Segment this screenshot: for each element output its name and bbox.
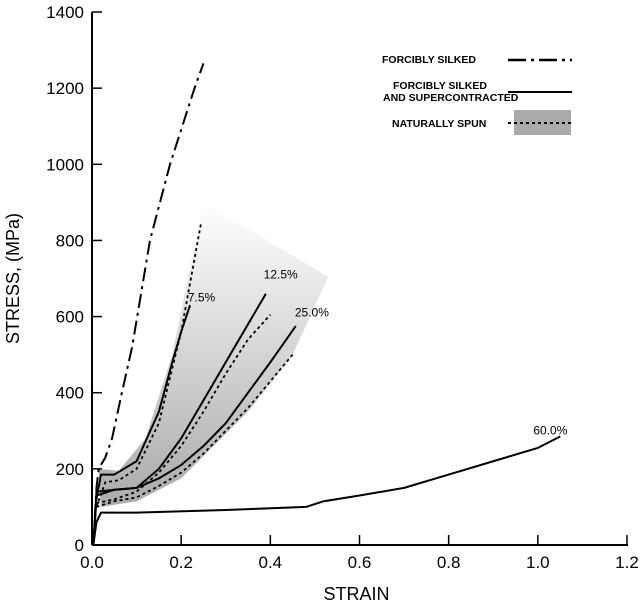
- x-tick-label: 1.0: [526, 553, 550, 572]
- y-tick-label: 1200: [46, 79, 84, 98]
- x-axis-label: STRAIN: [323, 584, 389, 604]
- annotation-label: 7.5%: [188, 290, 216, 304]
- y-tick-label: 0: [75, 536, 84, 555]
- y-tick-label: 200: [56, 460, 84, 479]
- y-tick-label: 1400: [46, 3, 84, 22]
- x-tick-label: 0.8: [437, 553, 461, 572]
- legend-label-forcibly-silked: FORCIBLY SILKED: [382, 54, 476, 66]
- series-forcibly-silked: [92, 63, 205, 546]
- legend-swatch-band: [514, 110, 571, 135]
- x-tick-label: 0.0: [80, 553, 104, 572]
- annotation-label: 60.0%: [533, 424, 567, 438]
- y-tick-label: 1000: [46, 155, 84, 174]
- series-supercontracted-12.5: [92, 293, 267, 546]
- legend-label-supercontracted-line1: FORCIBLY SILKED: [393, 80, 487, 92]
- series-supercontracted-25.0: [92, 325, 297, 546]
- naturally-spun-band: [98, 202, 329, 507]
- annotation-label: 12.5%: [264, 268, 298, 282]
- legend-label-supercontracted-line2: AND SUPERCONTRACTED: [383, 92, 519, 104]
- series-naturally-spun-2: [96, 314, 272, 505]
- legend-label-naturally-spun: NATURALLY SPUN: [392, 118, 486, 130]
- x-tick-label: 0.4: [259, 553, 283, 572]
- series-naturally-spun-1: [95, 221, 203, 508]
- x-tick-label: 0.6: [348, 553, 372, 572]
- y-tick-label: 600: [56, 308, 84, 327]
- annotation-label: 25.0%: [295, 306, 329, 320]
- y-tick-label: 400: [56, 384, 84, 403]
- x-tick-label: 1.2: [615, 553, 639, 572]
- series-naturally-spun-3: [96, 354, 294, 508]
- y-tick-label: 800: [56, 231, 84, 250]
- y-axis-label: STRESS, (MPa): [3, 213, 23, 344]
- x-tick-label: 0.2: [169, 553, 193, 572]
- legend: FORCIBLY SILKED FORCIBLY SILKED AND SUPE…: [382, 54, 574, 135]
- series-supercontracted-60.0: [92, 435, 561, 546]
